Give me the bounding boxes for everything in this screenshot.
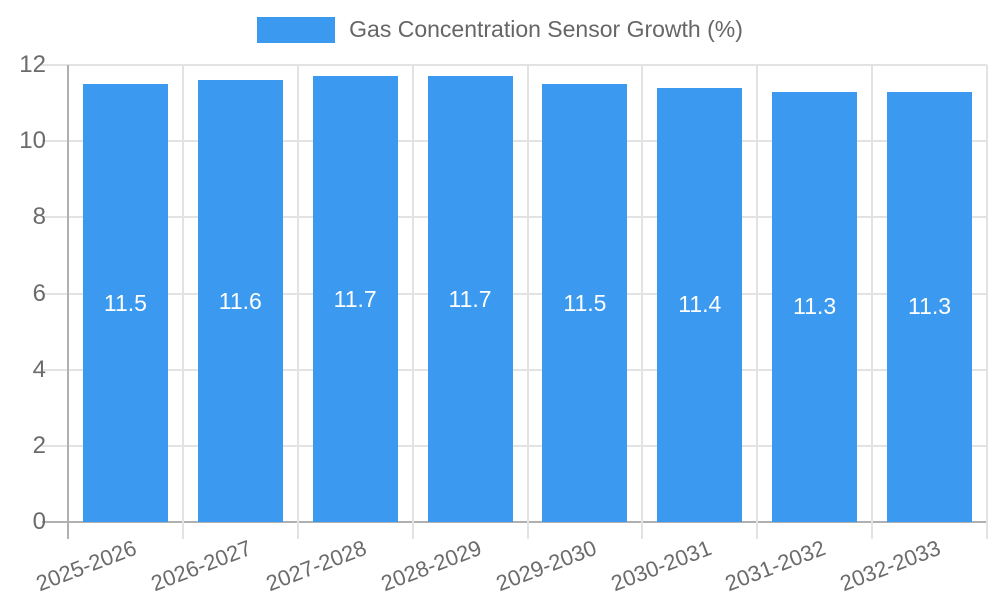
y-tick-label: 4 xyxy=(32,355,46,383)
y-tick-label: 0 xyxy=(32,508,46,535)
gridline-horizontal xyxy=(42,292,987,295)
bar[interactable]: 11.5 xyxy=(82,84,168,522)
bar-value-label: 11.6 xyxy=(218,287,262,314)
y-tick-label: 12 xyxy=(19,51,46,78)
bar[interactable]: 11.7 xyxy=(312,76,398,522)
legend-item[interactable]: Gas Concentration Sensor Growth (%) xyxy=(0,16,1000,43)
x-tick-label: 2025-2026 xyxy=(32,535,141,597)
gridline-vertical xyxy=(986,65,988,539)
x-tick-label: 2030-2031 xyxy=(607,535,715,597)
y-axis-line xyxy=(67,65,69,539)
bar-value-label: 11.5 xyxy=(563,289,607,316)
legend-label: Gas Concentration Sensor Growth (%) xyxy=(349,16,743,42)
y-tick-label: 2 xyxy=(32,431,46,459)
x-tick-label: 2027-2028 xyxy=(262,535,370,597)
gridline-horizontal xyxy=(42,64,987,66)
bar-value-label: 11.3 xyxy=(908,293,952,320)
x-tick-label: 2029-2030 xyxy=(492,535,600,597)
legend-swatch xyxy=(257,16,336,43)
plot-area: 11.5 11.6 11.7 11.7 11.5 11.4 11.3 11.3 xyxy=(42,64,988,539)
bar[interactable]: 11.5 xyxy=(542,84,628,522)
bar-value-label: 11.3 xyxy=(793,293,837,320)
x-tick-label: 2032-2033 xyxy=(836,535,945,597)
gridline-vertical xyxy=(641,65,644,539)
y-tick-label: 6 xyxy=(32,279,46,307)
bar[interactable]: 11.4 xyxy=(657,87,743,522)
y-tick-label: 8 xyxy=(32,203,46,231)
gridline-vertical xyxy=(296,65,299,539)
gridline-vertical xyxy=(181,65,184,539)
bar[interactable]: 11.6 xyxy=(197,80,283,522)
gridline-vertical xyxy=(411,65,414,539)
x-tick-label: 2026-2027 xyxy=(147,535,255,597)
gridline-vertical xyxy=(871,65,874,539)
bar-value-label: 11.5 xyxy=(103,289,147,316)
gridline-vertical xyxy=(526,65,529,539)
bar[interactable]: 11.3 xyxy=(772,91,858,522)
gridline-horizontal xyxy=(42,368,987,371)
bar[interactable]: 11.7 xyxy=(427,76,513,522)
bar-value-label: 11.7 xyxy=(448,285,492,312)
gridline-vertical xyxy=(756,65,759,539)
bar-value-label: 11.4 xyxy=(678,291,722,318)
gridline-horizontal xyxy=(42,140,987,143)
x-tick-label: 2031-2032 xyxy=(722,535,830,597)
gridline-horizontal xyxy=(42,216,987,219)
bar[interactable]: 11.3 xyxy=(887,91,973,522)
bar-value-label: 11.7 xyxy=(333,285,377,312)
gridline-horizontal xyxy=(42,444,987,447)
y-tick-label: 10 xyxy=(19,127,46,155)
x-tick-label: 2028-2029 xyxy=(377,535,485,597)
x-axis-line xyxy=(42,521,987,523)
